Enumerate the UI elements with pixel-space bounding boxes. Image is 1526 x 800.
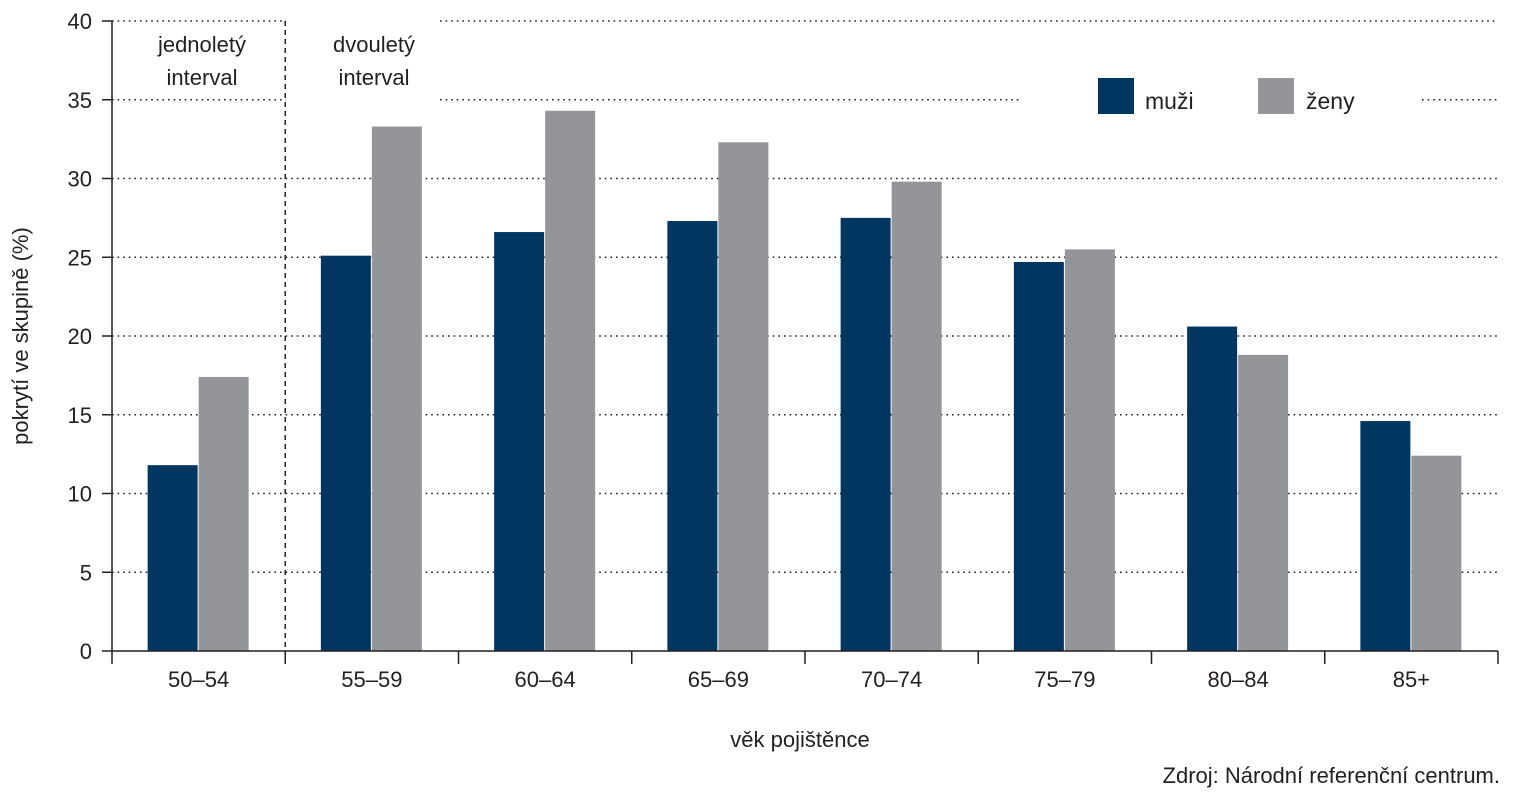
bar-zeny-0 bbox=[198, 376, 249, 651]
gridlines bbox=[112, 20, 1498, 651]
x-tick-label-4: 70–74 bbox=[861, 667, 922, 692]
y-tick-label-5: 5 bbox=[80, 560, 92, 585]
bar-muzi-5 bbox=[1013, 261, 1064, 651]
bar-muzi-1 bbox=[320, 255, 371, 652]
bars bbox=[147, 110, 1462, 652]
legend-label-zeny: ženy bbox=[1306, 88, 1355, 114]
bar-muzi-4 bbox=[840, 217, 891, 651]
y-tick-label-20: 20 bbox=[68, 324, 92, 349]
annotation-dvoulety-line2: interval bbox=[339, 65, 410, 90]
x-tick-label-1: 55–59 bbox=[341, 667, 402, 692]
y-tick-label-25: 25 bbox=[68, 245, 92, 270]
y-tick-label-35: 35 bbox=[68, 88, 92, 113]
x-tick-label-6: 80–84 bbox=[1208, 667, 1269, 692]
legend-label-muzi: muži bbox=[1145, 88, 1194, 114]
bar-zeny-3 bbox=[718, 142, 769, 651]
x-tick-label-5: 75–79 bbox=[1034, 667, 1095, 692]
y-tick-label-0: 0 bbox=[80, 639, 92, 664]
bar-zeny-5 bbox=[1064, 249, 1115, 651]
bar-zeny-1 bbox=[371, 126, 422, 651]
x-tick-label-2: 60–64 bbox=[515, 667, 576, 692]
bar-zeny-4 bbox=[891, 181, 942, 651]
bar-muzi-2 bbox=[494, 232, 545, 652]
bar-muzi-3 bbox=[667, 221, 718, 651]
bar-zeny-2 bbox=[545, 110, 596, 651]
axes: 0 5 10 15 20 25 30 35 40 50–54 55–59 60–64 65–69 70–7… bbox=[68, 9, 1499, 692]
x-tick-label-7: 85+ bbox=[1393, 667, 1430, 692]
annotation-dvoulety-line1: dvouletý bbox=[333, 32, 415, 57]
source-note: Zdroj: Národní referenční centrum. bbox=[1163, 763, 1500, 788]
y-tick-label-15: 15 bbox=[68, 403, 92, 428]
bar-muzi-6 bbox=[1187, 326, 1238, 651]
bar-zeny-7 bbox=[1411, 455, 1462, 651]
bar-muzi-7 bbox=[1360, 421, 1411, 651]
legend-swatch-zeny bbox=[1258, 78, 1294, 114]
annotation-jednolety-line1: jednoletý bbox=[157, 32, 246, 57]
x-tick-label-3: 65–69 bbox=[688, 667, 749, 692]
legend-swatch-muzi bbox=[1098, 78, 1134, 114]
legend: muži ženy bbox=[1098, 78, 1355, 114]
y-axis-label: pokrytí ve skupině (%) bbox=[8, 227, 33, 445]
y-tick-label-40: 40 bbox=[68, 9, 92, 34]
x-axis-label: věk pojištěnce bbox=[730, 727, 869, 752]
x-tick-label-0: 50–54 bbox=[168, 667, 229, 692]
bar-zeny-6 bbox=[1238, 354, 1289, 651]
bar-muzi-0 bbox=[147, 465, 198, 651]
annotation-jednolety-line2: interval bbox=[167, 65, 238, 90]
y-tick-label-10: 10 bbox=[68, 482, 92, 507]
y-tick-label-30: 30 bbox=[68, 167, 92, 192]
